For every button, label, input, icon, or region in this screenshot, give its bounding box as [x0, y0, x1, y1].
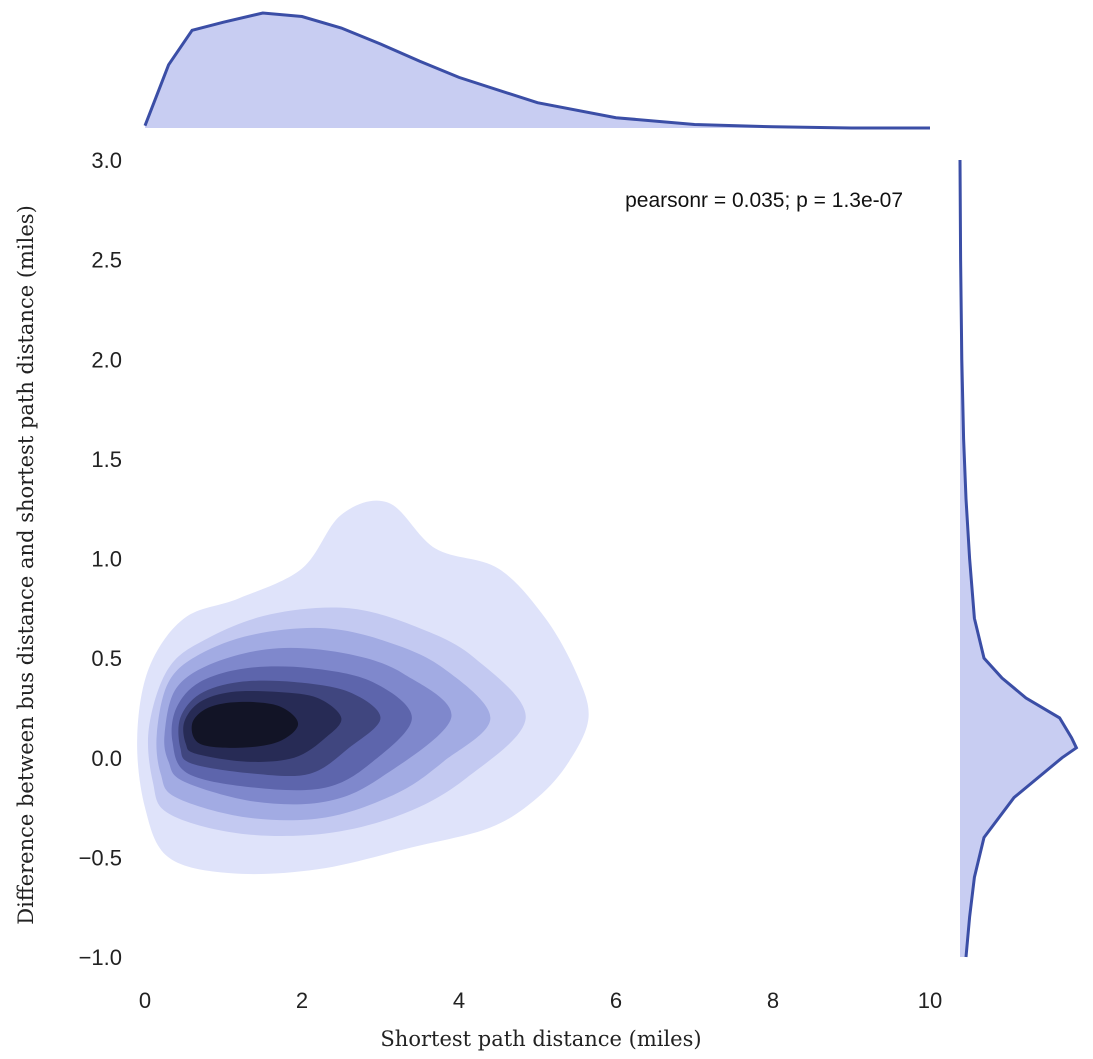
y-tick-label: 1.0 [91, 547, 122, 572]
y-tick-label: −0.5 [79, 845, 122, 870]
pearson-annotation: pearsonr = 0.035; p = 1.3e-07 [625, 189, 903, 212]
y-tick-label: 0.5 [91, 646, 122, 671]
x-marginal-fill [145, 13, 930, 128]
y-marginal-line [958, 159, 1079, 958]
y-tick-label: 1.5 [91, 447, 122, 472]
y-tick-label: 2.0 [91, 347, 122, 372]
y-tick-labels: −1.0 −0.5 0.0 0.5 1.0 1.5 2.0 2.5 3.0 [79, 148, 122, 970]
y-tick-label: 0.0 [91, 746, 122, 771]
x-tick-label: 6 [610, 988, 622, 1013]
x-tick-label: 8 [767, 988, 779, 1013]
x-axis-label: Shortest path distance (miles) [380, 1027, 701, 1051]
y-tick-label: 2.5 [91, 248, 122, 273]
x-tick-label: 0 [139, 988, 151, 1013]
kde-contours [137, 500, 589, 875]
x-tick-label: 10 [918, 988, 942, 1013]
y-axis-label: Difference between bus distance and shor… [14, 205, 38, 925]
contour-level-8 [191, 701, 299, 748]
x-tick-labels: 0 2 4 6 8 10 [139, 988, 942, 1013]
x-marginal-kde [143, 11, 930, 130]
y-marginal-fill [960, 160, 1077, 957]
x-marginal-line [143, 11, 930, 130]
y-tick-label: 3.0 [91, 148, 122, 173]
x-tick-label: 2 [296, 988, 308, 1013]
y-marginal-kde [958, 159, 1079, 958]
x-tick-label: 4 [453, 988, 465, 1013]
y-tick-label: −1.0 [79, 945, 122, 970]
